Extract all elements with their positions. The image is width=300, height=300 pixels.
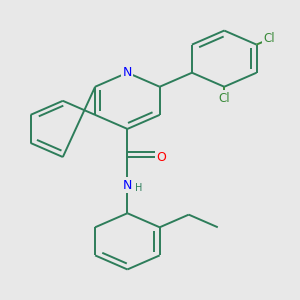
Text: O: O — [156, 151, 166, 164]
Text: N: N — [123, 178, 132, 192]
Text: H: H — [135, 182, 142, 193]
Text: N: N — [123, 66, 132, 79]
Text: Cl: Cl — [264, 32, 275, 46]
Text: Cl: Cl — [218, 92, 230, 104]
